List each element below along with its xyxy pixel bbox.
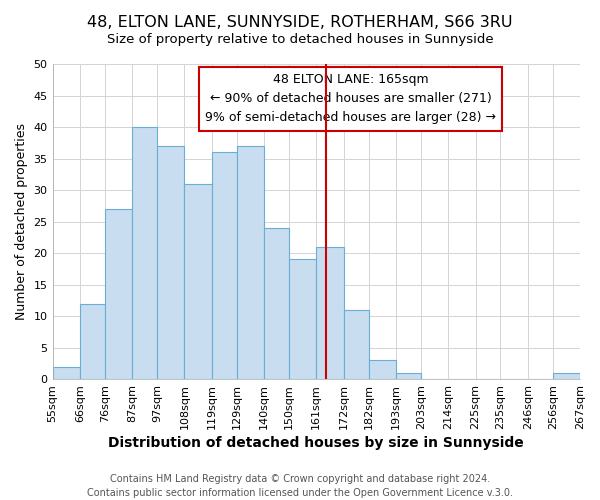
- Bar: [157, 146, 184, 379]
- Bar: [105, 209, 132, 379]
- Bar: [80, 304, 105, 379]
- Bar: [553, 373, 580, 379]
- Bar: [316, 247, 344, 379]
- Bar: [212, 152, 236, 379]
- Bar: [236, 146, 264, 379]
- Text: 48 ELTON LANE: 165sqm
← 90% of detached houses are smaller (271)
9% of semi-deta: 48 ELTON LANE: 165sqm ← 90% of detached …: [205, 74, 496, 124]
- Bar: [289, 260, 316, 379]
- Bar: [368, 360, 396, 379]
- Y-axis label: Number of detached properties: Number of detached properties: [15, 123, 28, 320]
- Bar: [264, 228, 289, 379]
- Bar: [132, 127, 157, 379]
- X-axis label: Distribution of detached houses by size in Sunnyside: Distribution of detached houses by size …: [109, 436, 524, 450]
- Bar: [184, 184, 212, 379]
- Text: Contains HM Land Registry data © Crown copyright and database right 2024.
Contai: Contains HM Land Registry data © Crown c…: [87, 474, 513, 498]
- Text: 48, ELTON LANE, SUNNYSIDE, ROTHERHAM, S66 3RU: 48, ELTON LANE, SUNNYSIDE, ROTHERHAM, S6…: [87, 15, 513, 30]
- Bar: [396, 373, 421, 379]
- Bar: [344, 310, 368, 379]
- Bar: [53, 366, 80, 379]
- Text: Size of property relative to detached houses in Sunnyside: Size of property relative to detached ho…: [107, 32, 493, 46]
